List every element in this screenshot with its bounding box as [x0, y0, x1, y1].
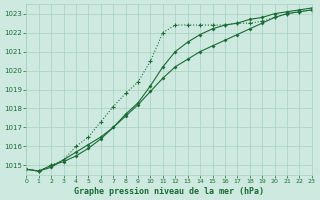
X-axis label: Graphe pression niveau de la mer (hPa): Graphe pression niveau de la mer (hPa)	[74, 187, 264, 196]
